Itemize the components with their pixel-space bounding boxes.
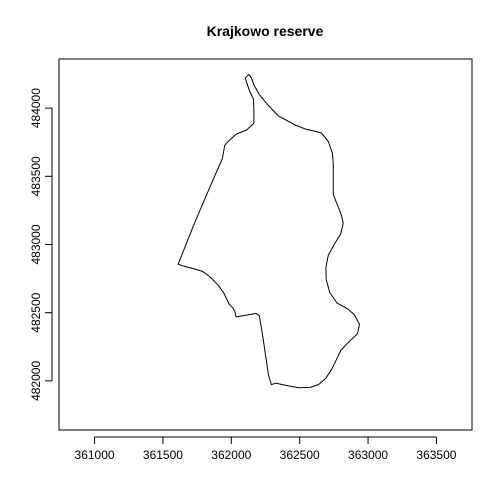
y-tick-label: 482000 xyxy=(29,361,43,401)
x-tick-label: 362000 xyxy=(211,448,251,462)
y-tick-label: 482500 xyxy=(29,292,43,332)
x-tick-label: 361500 xyxy=(143,448,183,462)
y-axis: 482000 482500 483000 483500 484000 xyxy=(29,88,53,401)
y-tick-label: 484000 xyxy=(29,88,43,128)
x-tick-label: 363000 xyxy=(348,448,388,462)
x-tick-label: 361000 xyxy=(75,448,115,462)
y-tick-label: 483000 xyxy=(29,224,43,264)
x-tick-label: 363500 xyxy=(416,448,456,462)
y-tick-label: 483500 xyxy=(29,156,43,196)
chart-title: Krajkowo reserve xyxy=(207,23,324,39)
x-tick-label: 362500 xyxy=(280,448,320,462)
reserve-boundary-layer xyxy=(177,73,360,389)
x-axis: 361000 361500 362000 362500 363000 363500 xyxy=(75,436,457,462)
plot-area-frame xyxy=(58,58,473,431)
reserve-boundary-line xyxy=(177,73,360,389)
